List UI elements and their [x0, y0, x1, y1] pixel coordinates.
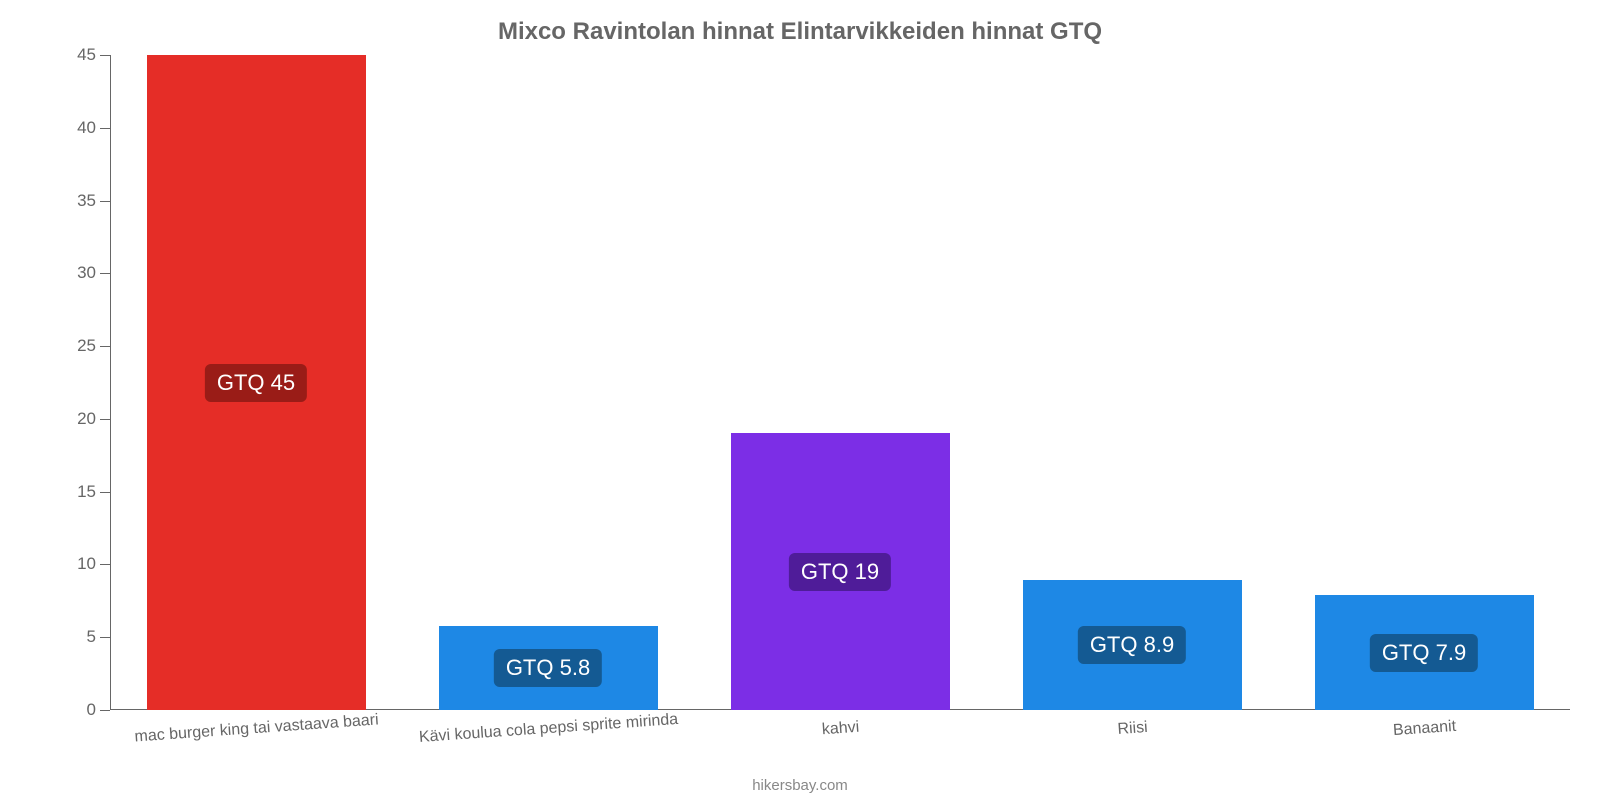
y-tick-label: 35: [77, 191, 96, 211]
bar-value-label: GTQ 8.9: [1078, 626, 1186, 664]
x-category-label: Banaanit: [1392, 718, 1456, 740]
bar-value-label: GTQ 7.9: [1370, 634, 1478, 672]
y-tick-label: 25: [77, 336, 96, 356]
y-tick-label: 45: [77, 45, 96, 65]
y-tick: [100, 128, 110, 129]
y-tick-label: 10: [77, 554, 96, 574]
y-tick: [100, 346, 110, 347]
y-tick-label: 15: [77, 482, 96, 502]
x-category-label: Riisi: [1117, 719, 1148, 739]
price-bar-chart: Mixco Ravintolan hinnat Elintarvikkeiden…: [0, 0, 1600, 800]
x-category-label: mac burger king tai vastaava baari: [134, 711, 379, 746]
y-tick: [100, 419, 110, 420]
y-tick: [100, 55, 110, 56]
y-tick: [100, 637, 110, 638]
y-tick-label: 20: [77, 409, 96, 429]
y-tick: [100, 201, 110, 202]
x-category-label: Kävi koulua cola pepsi sprite mirinda: [418, 711, 678, 747]
plot-area: 051015202530354045GTQ 45mac burger king …: [110, 55, 1570, 710]
y-tick: [100, 492, 110, 493]
y-tick-label: 30: [77, 263, 96, 283]
y-tick: [100, 273, 110, 274]
chart-title: Mixco Ravintolan hinnat Elintarvikkeiden…: [0, 18, 1600, 46]
x-category-label: kahvi: [821, 719, 860, 740]
y-tick-label: 0: [87, 700, 96, 720]
attribution-text: hikersbay.com: [0, 777, 1600, 794]
y-tick-label: 5: [87, 627, 96, 647]
bar-value-label: GTQ 5.8: [494, 649, 602, 687]
bar-value-label: GTQ 19: [789, 553, 891, 591]
y-tick: [100, 710, 110, 711]
y-tick: [100, 564, 110, 565]
y-tick-label: 40: [77, 118, 96, 138]
y-axis: [110, 55, 111, 710]
bar-value-label: GTQ 45: [205, 364, 307, 402]
